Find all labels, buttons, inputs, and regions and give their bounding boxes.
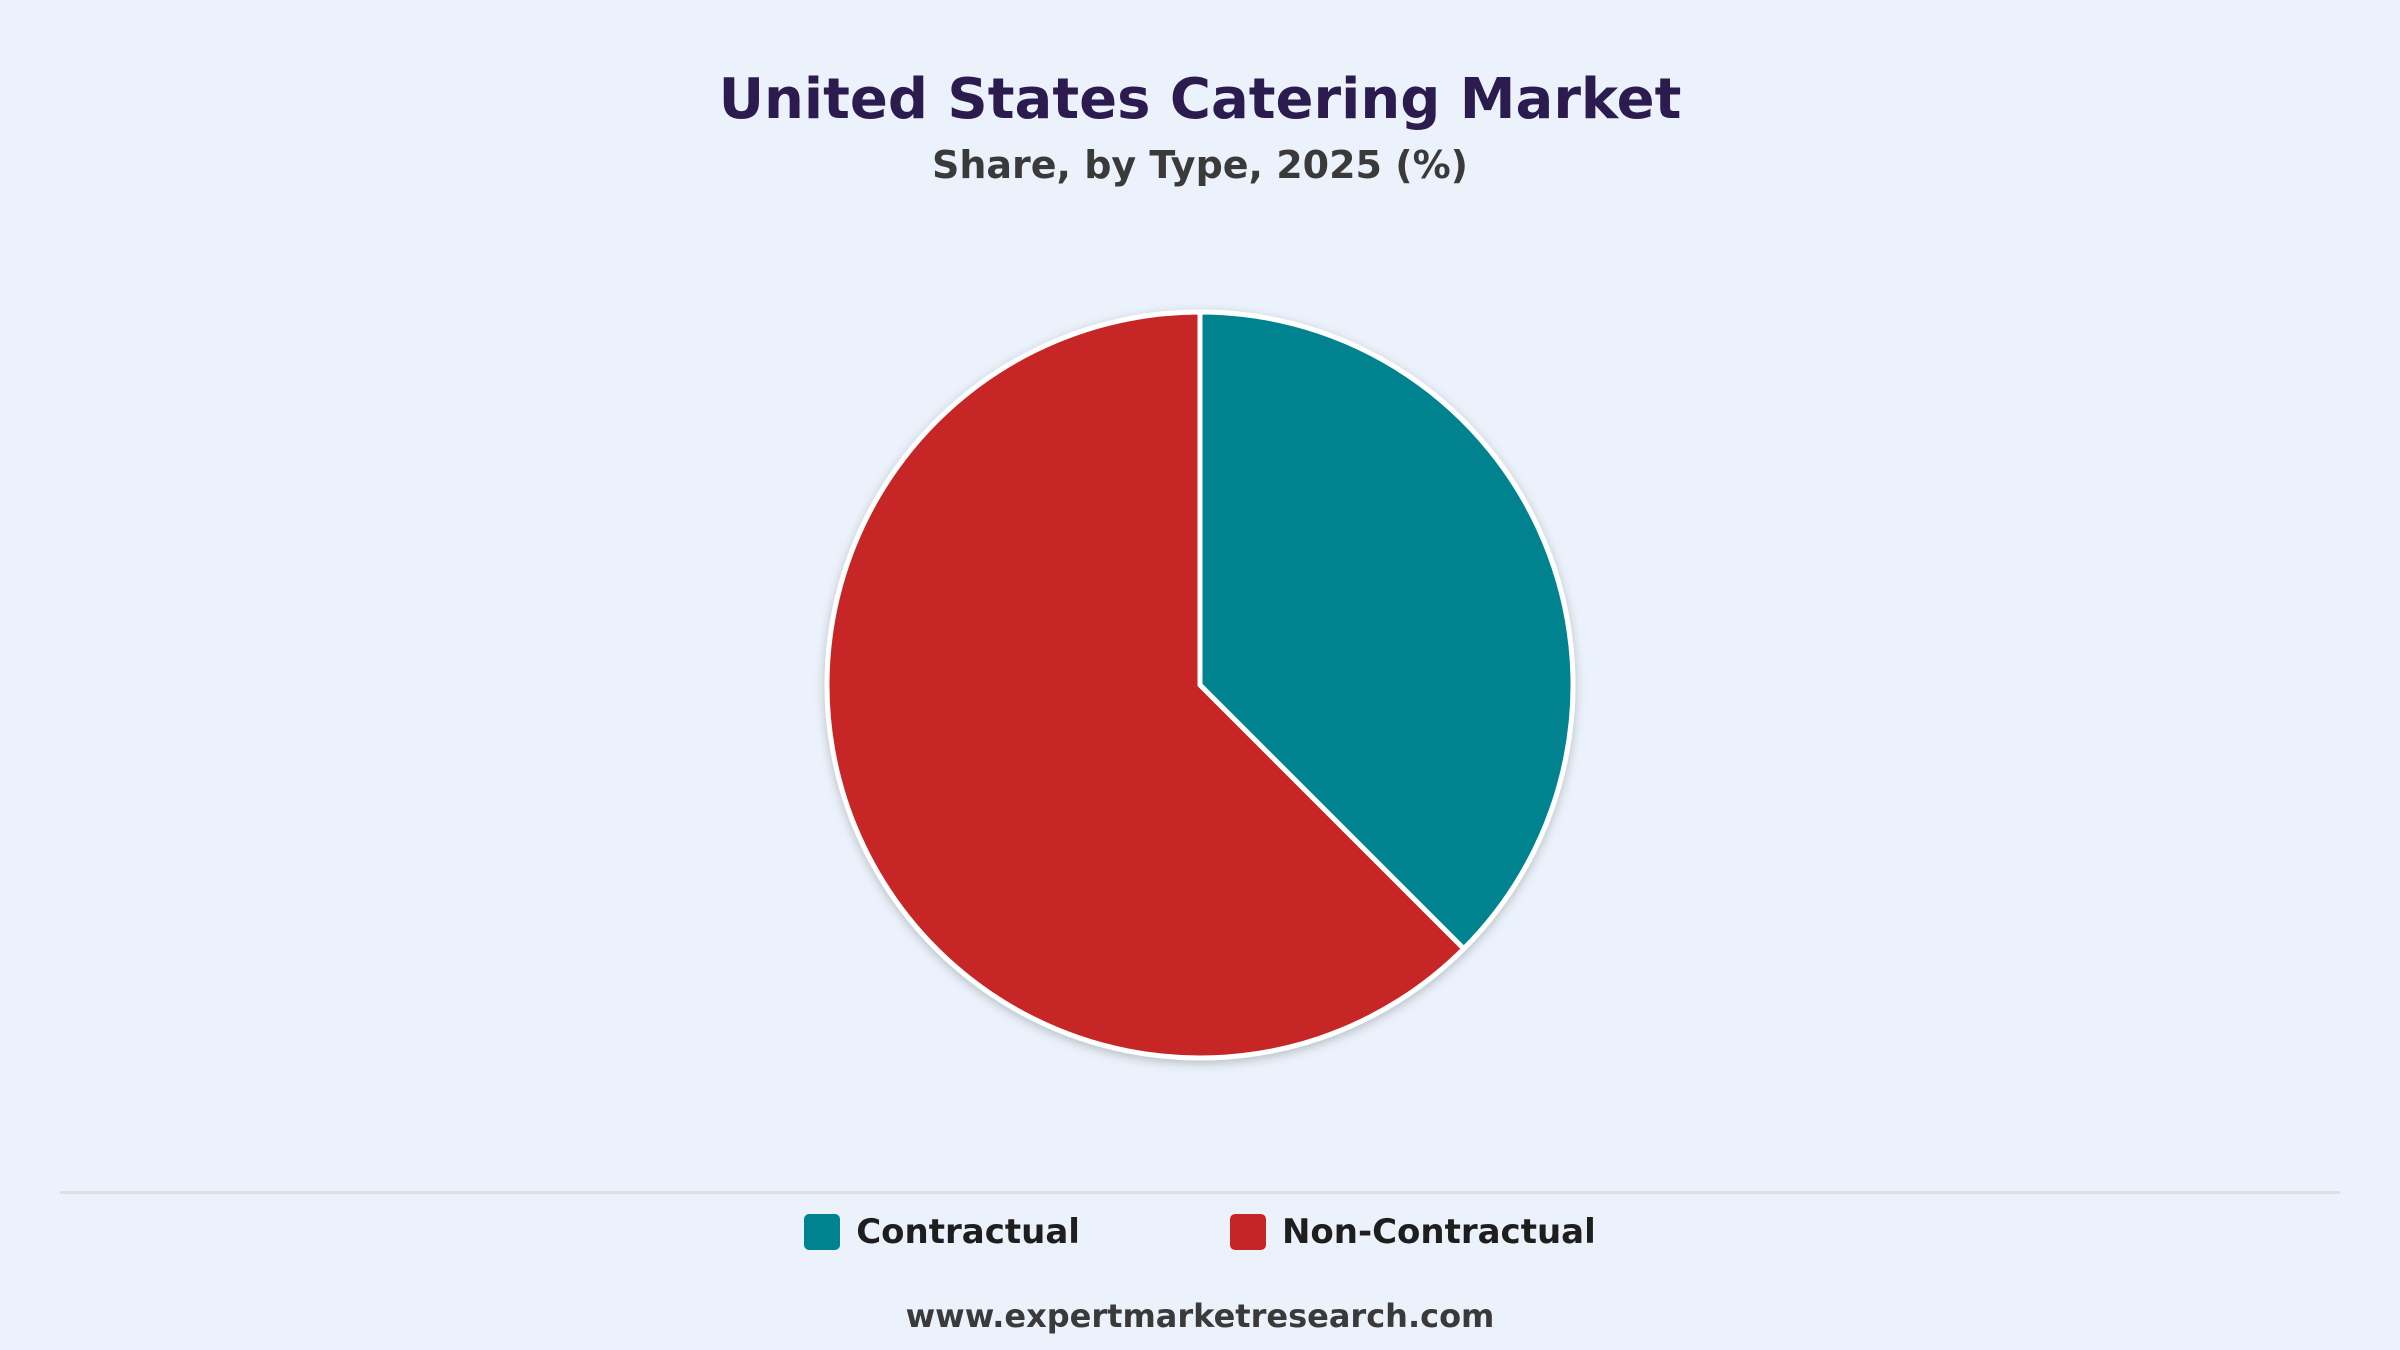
pie-slice-non-contractual — [824, 309, 1467, 1061]
legend-label-contractual: Contractual — [856, 1212, 1080, 1252]
legend-label-non-contractual: Non-Contractual — [1281, 1212, 1596, 1252]
chart-title: United States Catering Market — [718, 67, 1682, 132]
legend-swatch-contractual — [804, 1214, 841, 1250]
pie-chart — [824, 309, 1576, 1061]
chart-subtitle: Share, by Type, 2025 (%) — [931, 143, 1469, 187]
pie-slices — [824, 309, 1576, 1061]
legend-divider — [60, 1191, 2340, 1194]
legend-item-contractual: Contractual — [804, 1212, 1080, 1252]
legend-swatch-non-contractual — [1229, 1214, 1266, 1250]
legend-item-non-contractual: Non-Contractual — [1229, 1212, 1596, 1252]
legend: Contractual Non-Contractual — [0, 1207, 2400, 1257]
pie-slice-contractual — [1197, 309, 1576, 952]
source-url: www.expertmarketresearch.com — [905, 1297, 1495, 1335]
